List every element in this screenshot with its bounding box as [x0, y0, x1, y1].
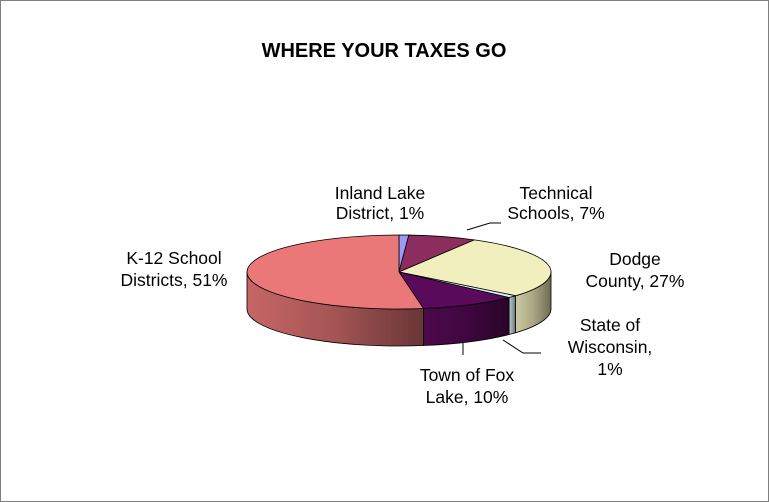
pie-side-state-of-wisconsin-1: [508, 295, 517, 336]
pie-slice-k-12-school-districts-51: [246, 234, 425, 310]
leader-line-state-of-wisconsin-1: [502, 339, 541, 354]
slice-label-inland-lake-district-1: Inland Lake District, 1%: [335, 183, 426, 223]
slice-label-k-12-school-districts-51: K-12 School Districts, 51%: [121, 248, 228, 290]
slice-labels: Inland Lake District, 1% Technical Schools,…: [121, 183, 685, 407]
slice-label-state-of-wisconsin-1: State of Wisconsin, 1%: [568, 315, 653, 379]
leader-lines: [462, 222, 541, 355]
chart-title: WHERE YOUR TAXES GO: [262, 40, 507, 62]
slice-label-dodge-county-27: Dodge County, 27%: [586, 249, 685, 291]
pie-tops: [246, 234, 552, 310]
pie-slice-dodge-county-27: [397, 239, 552, 297]
pie-slice-town-of-fox-lake-10: [398, 271, 510, 309]
slice-label-town-of-fox-lake-10: Town of Fox Lake, 10%: [420, 365, 515, 407]
leader-line-technical-schools-7: [466, 222, 501, 231]
pie-sides: [246, 271, 552, 347]
slice-label-technical-schools-7: Technical Schools, 7%: [507, 183, 604, 223]
